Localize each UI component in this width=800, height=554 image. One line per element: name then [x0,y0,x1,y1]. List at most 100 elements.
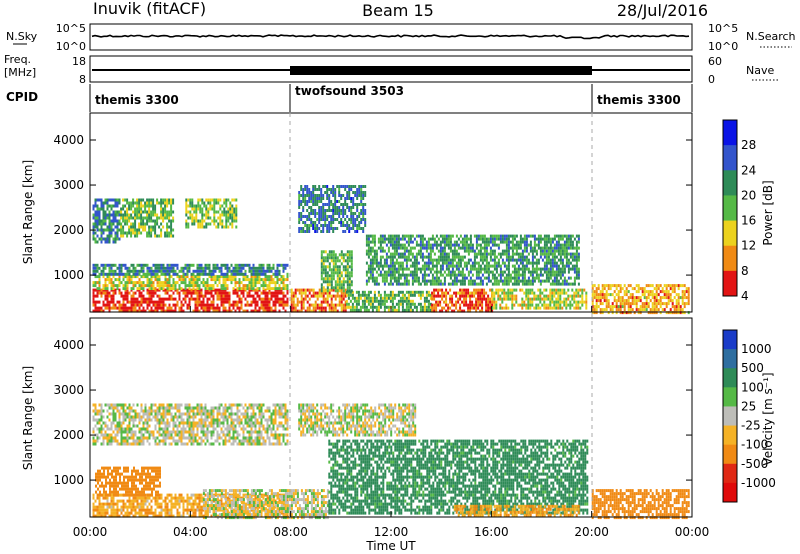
heatmap-cell [208,306,211,310]
heatmap-cell [116,278,119,282]
heatmap-cell [160,207,163,211]
heatmap-cell [525,240,528,244]
heatmap-cell [192,297,195,301]
heatmap-cell [479,309,482,313]
heatmap-cell [213,222,216,226]
heatmap-cell [140,266,143,270]
heatmap-cell [322,203,325,206]
heatmap-cell [421,290,424,294]
heatmap-cell [134,496,137,500]
heatmap-cell [479,282,482,286]
heatmap-cell [130,201,133,205]
heatmap-cell [102,275,105,279]
heatmap-cell [189,204,192,208]
heatmap-cell [224,278,227,282]
heatmap-cell [483,297,486,301]
heatmap-cell [206,287,209,291]
heatmap-cell [491,288,494,292]
heatmap-cell [383,240,386,244]
heatmap-cell [158,234,161,238]
heatmap-cell [306,230,309,233]
heatmap-cell [314,197,317,200]
heatmap-cell [156,234,159,238]
heatmap-cell [671,299,674,303]
heatmap-cell [511,288,514,292]
heatmap-cell [605,290,608,294]
heatmap-cell [270,297,273,301]
heatmap-cell [205,204,208,208]
heatmap-cell [193,207,196,211]
heatmap-cell [399,273,402,277]
heatmap-cell [537,297,540,301]
heatmap-cell [120,291,123,295]
heatmap-cell [344,309,347,313]
heatmap-cell [617,299,620,303]
heatmap-cell [104,228,107,232]
heatmap-cell [132,303,135,307]
heatmap-cell [142,309,145,313]
heatmap-cell [187,225,190,229]
heatmap-cell [182,278,185,282]
heatmap-cell [647,284,650,288]
heatmap-cell [535,276,538,280]
heatmap-cell [266,263,269,267]
heatmap-cell [266,266,269,270]
heatmap-cell [302,197,305,200]
heatmap-cell [302,303,305,307]
heatmap-cell [521,252,524,256]
heatmap-cell [527,270,530,274]
heatmap-cell [218,288,221,292]
heatmap-cell [136,309,139,313]
heatmap-cell [350,259,353,263]
heatmap-cell [138,281,141,285]
heatmap-cell [623,308,626,312]
heatmap-cell [354,212,357,215]
heatmap-cell [306,188,309,191]
heatmap-cell [407,237,410,241]
heatmap-cell [360,209,363,212]
heatmap-cell [463,237,466,241]
heatmap-cell [619,305,622,309]
heatmap-cell [314,300,317,304]
heatmap-cell [344,185,347,188]
heatmap-cell [118,514,121,518]
heatmap-cell [102,496,105,500]
heatmap-cell [306,227,309,230]
heatmap-cell [324,215,327,218]
heatmap-cell [308,188,311,191]
heatmap-cell [160,281,163,285]
heatmap-cell [217,210,220,214]
heatmap-cell [441,249,444,253]
heatmap-cell [274,294,277,298]
heatmap-cell [567,234,570,238]
heatmap-cell [467,273,470,277]
heatmap-cell [371,246,374,250]
heatmap-cell [176,291,179,295]
heatmap-cell [389,279,392,283]
heatmap-cell [513,303,516,307]
heatmap-cell [328,291,331,295]
heatmap-cell [216,278,219,282]
heatmap-cell [346,206,349,209]
heatmap-cell [126,306,129,310]
heatmap-cell [479,246,482,250]
heatmap-cell [146,210,149,214]
heatmap-cell [332,256,335,260]
heatmap-cell [210,275,213,279]
heatmap-cell [599,308,602,312]
heatmap-cell [375,296,378,300]
heatmap-cell [461,255,464,259]
heatmap-cell [609,305,612,309]
heatmap-cell [555,306,558,310]
heatmap-cell [577,252,580,256]
heatmap-cell [511,258,514,262]
heatmap-cell [328,197,331,200]
heatmap-cell [318,212,321,215]
heatmap-cell [136,303,139,307]
heatmap-cell [252,281,255,285]
heatmap-cell [655,284,658,288]
heatmap-cell [379,243,382,247]
heatmap-cell [108,303,111,307]
heatmap-cell [122,505,125,509]
